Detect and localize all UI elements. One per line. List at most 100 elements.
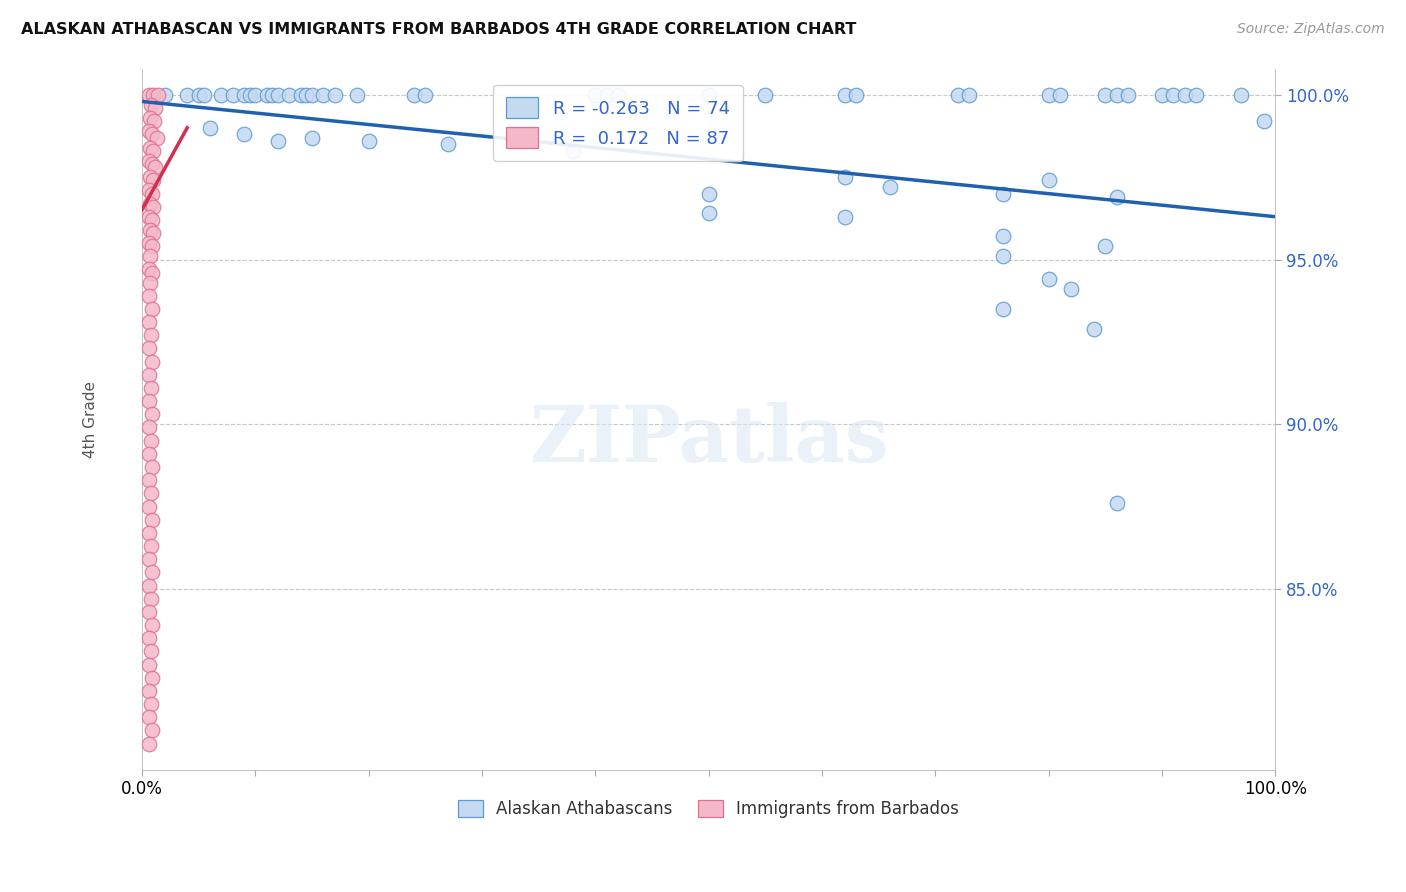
Point bbox=[957, 87, 980, 102]
Point bbox=[141, 266, 163, 280]
Point bbox=[1185, 87, 1208, 102]
Point bbox=[141, 186, 163, 201]
Point bbox=[606, 87, 628, 102]
Point bbox=[138, 447, 160, 461]
Point bbox=[141, 566, 163, 580]
Point bbox=[141, 460, 163, 475]
Point bbox=[1230, 87, 1253, 102]
Point bbox=[139, 328, 162, 343]
Point bbox=[141, 301, 163, 316]
Point bbox=[993, 186, 1015, 201]
Point bbox=[301, 87, 323, 102]
Point bbox=[346, 87, 368, 102]
Point bbox=[142, 226, 165, 240]
Point bbox=[232, 87, 254, 102]
Point bbox=[142, 173, 165, 187]
Point bbox=[141, 239, 163, 253]
Point bbox=[262, 87, 284, 102]
Point bbox=[139, 697, 162, 711]
Point bbox=[139, 381, 162, 395]
Point bbox=[437, 137, 460, 152]
Point bbox=[1105, 190, 1128, 204]
Point bbox=[1150, 87, 1173, 102]
Point bbox=[834, 170, 856, 185]
Point bbox=[323, 87, 346, 102]
Point bbox=[138, 684, 160, 698]
Point bbox=[138, 500, 160, 514]
Text: Source: ZipAtlas.com: Source: ZipAtlas.com bbox=[1237, 22, 1385, 37]
Point bbox=[256, 87, 278, 102]
Point bbox=[193, 87, 215, 102]
Point bbox=[141, 671, 163, 685]
Point bbox=[1060, 282, 1083, 296]
Point bbox=[138, 578, 160, 592]
Point bbox=[946, 87, 969, 102]
Point bbox=[1163, 87, 1185, 102]
Point bbox=[754, 87, 776, 102]
Point bbox=[141, 128, 163, 142]
Point bbox=[141, 213, 163, 227]
Point bbox=[138, 153, 160, 168]
Point bbox=[145, 101, 167, 115]
Point bbox=[138, 183, 160, 197]
Point bbox=[139, 140, 162, 154]
Point bbox=[153, 87, 176, 102]
Point bbox=[357, 134, 380, 148]
Point bbox=[138, 394, 160, 409]
Point bbox=[141, 513, 163, 527]
Point bbox=[312, 87, 335, 102]
Point bbox=[834, 87, 856, 102]
Point bbox=[139, 223, 162, 237]
Point bbox=[138, 235, 160, 250]
Point bbox=[139, 434, 162, 448]
Point bbox=[295, 87, 318, 102]
Point bbox=[1038, 272, 1060, 286]
Point bbox=[1094, 239, 1116, 253]
Point bbox=[187, 87, 209, 102]
Point bbox=[697, 186, 720, 201]
Text: ALASKAN ATHABASCAN VS IMMIGRANTS FROM BARBADOS 4TH GRADE CORRELATION CHART: ALASKAN ATHABASCAN VS IMMIGRANTS FROM BA… bbox=[21, 22, 856, 37]
Point bbox=[267, 87, 290, 102]
Point bbox=[141, 723, 163, 738]
Point bbox=[138, 710, 160, 724]
Point bbox=[145, 161, 167, 175]
Point bbox=[146, 87, 169, 102]
Point bbox=[143, 114, 166, 128]
Point bbox=[138, 342, 160, 356]
Point bbox=[1094, 87, 1116, 102]
Point bbox=[993, 229, 1015, 244]
Point bbox=[561, 144, 583, 158]
Point bbox=[1038, 173, 1060, 187]
Point bbox=[141, 618, 163, 632]
Point bbox=[1116, 87, 1139, 102]
Point bbox=[138, 525, 160, 540]
Point bbox=[138, 632, 160, 646]
Point bbox=[290, 87, 312, 102]
Point bbox=[845, 87, 868, 102]
Point bbox=[595, 87, 617, 102]
Point bbox=[1105, 496, 1128, 510]
Point bbox=[139, 170, 162, 185]
Point bbox=[1174, 87, 1197, 102]
Point bbox=[139, 249, 162, 263]
Point bbox=[402, 87, 425, 102]
Point bbox=[139, 97, 162, 112]
Text: ZIPatlas: ZIPatlas bbox=[529, 402, 889, 478]
Point bbox=[697, 206, 720, 220]
Point bbox=[834, 210, 856, 224]
Text: 4th Grade: 4th Grade bbox=[83, 381, 98, 458]
Point bbox=[1253, 114, 1275, 128]
Point bbox=[138, 552, 160, 566]
Point bbox=[139, 111, 162, 125]
Point bbox=[141, 354, 163, 368]
Point bbox=[413, 87, 436, 102]
Point bbox=[993, 249, 1015, 263]
Point bbox=[139, 591, 162, 606]
Point bbox=[138, 315, 160, 329]
Legend: Alaskan Athabascans, Immigrants from Barbados: Alaskan Athabascans, Immigrants from Bar… bbox=[451, 793, 966, 825]
Point bbox=[138, 657, 160, 672]
Point bbox=[879, 180, 901, 194]
Point bbox=[1038, 87, 1060, 102]
Point bbox=[138, 420, 160, 434]
Point bbox=[138, 87, 160, 102]
